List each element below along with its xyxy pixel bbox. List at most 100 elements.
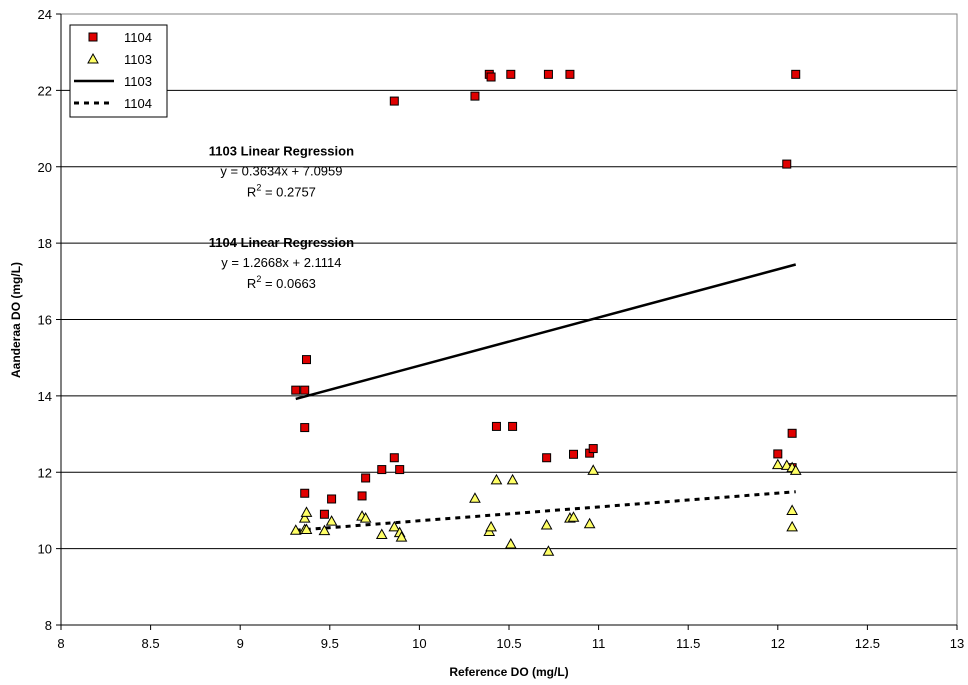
annotation-equation-1: y = 1.2668x + 2.1114 (221, 255, 341, 270)
point-triangle-1-0 (289, 524, 302, 535)
point-triangle-1-4 (300, 523, 313, 535)
annotation-r2-symbol-0: R (247, 184, 256, 199)
y-tick-label-3: 14 (38, 389, 52, 404)
legend-label-3: 1104 (124, 96, 152, 111)
point-square-0-25 (773, 449, 783, 459)
point-triangle-1-3 (300, 506, 313, 517)
point-square-0-20 (543, 69, 553, 79)
annotation-r2-value-0: = 0.2757 (261, 184, 316, 199)
regression-annotations: 1103 Linear Regression y = 0.3634x + 7.09… (209, 143, 354, 291)
data-points (289, 69, 802, 556)
point-square-0-18 (508, 421, 518, 431)
point-triangle-1-18 (506, 473, 519, 485)
point-square-0-22 (569, 449, 579, 459)
x-tick-label-3: 9.5 (321, 636, 339, 651)
point-square-0-6 (327, 494, 337, 504)
annotation-title-0: 1103 Linear Regression (209, 143, 354, 158)
point-triangle-1-15 (485, 520, 497, 532)
point-square-0-1 (300, 385, 310, 395)
annotation-r2-exponent-0: 2 (256, 182, 261, 192)
point-triangle-1-29 (786, 520, 798, 532)
legend-label-2: 1103 (124, 74, 152, 89)
point-triangle-1-28 (786, 504, 798, 515)
x-tick-label-1: 8.5 (142, 636, 160, 651)
x-axis-title: Reference DO (mg/L) (449, 665, 568, 679)
y-tick-label-1: 10 (38, 542, 52, 557)
point-square-0-19 (542, 453, 552, 463)
point-triangle-1-22 (567, 511, 580, 522)
legend-label-1: 1103 (124, 52, 152, 67)
x-tick-label-6: 11 (592, 636, 606, 651)
point-triangle-1-20 (542, 545, 555, 556)
x-tick-label-8: 12 (771, 636, 785, 651)
point-square-0-5 (319, 509, 329, 519)
x-tick-label-4: 10 (412, 636, 426, 651)
point-triangle-1-5 (318, 524, 331, 536)
point-triangle-1-8 (359, 512, 372, 523)
annotation-r2-exponent-1: 2 (256, 274, 261, 284)
y-tick-label-8: 24 (38, 7, 52, 22)
point-triangle-1-6 (325, 515, 338, 526)
y-tick-label-0: 8 (45, 618, 52, 633)
point-square-0-4 (300, 488, 310, 498)
point-triangle-1-30 (789, 464, 802, 475)
point-square-0-7 (357, 491, 367, 501)
point-square-0-16 (491, 421, 501, 431)
point-square-0-8 (361, 473, 371, 483)
annotation-r2-value-1: = 0.0663 (261, 276, 316, 291)
y-tick-label-4: 16 (38, 313, 52, 328)
x-tick-label-5: 10.5 (496, 636, 521, 651)
point-triangle-1-23 (583, 517, 596, 529)
point-square-0-10 (389, 453, 399, 463)
annotation-r2-0: R2 = 0.2757 (247, 182, 316, 199)
point-square-0-27 (787, 428, 797, 438)
point-square-0-29 (791, 69, 801, 79)
y-tick-label-7: 22 (38, 83, 52, 98)
point-square-0-17 (506, 69, 516, 79)
x-tick-label-0: 8 (57, 636, 64, 651)
point-triangle-1-12 (395, 531, 408, 542)
point-square-0-3 (300, 423, 310, 433)
legend: 1104 1103 1103 1104 (69, 24, 168, 118)
gridlines (61, 13, 957, 550)
legend-symbol-0 (88, 32, 98, 42)
point-triangle-1-19 (540, 518, 553, 530)
point-square-0-9 (377, 465, 387, 475)
regression-lines (295, 263, 797, 532)
point-square-0-21 (565, 69, 575, 79)
point-square-0-11 (395, 465, 405, 475)
annotation-r2-symbol-1: R (247, 276, 256, 291)
point-triangle-1-13 (469, 492, 481, 503)
y-tick-label-5: 18 (38, 236, 52, 251)
point-square-0-13 (470, 91, 480, 101)
x-tick-label-10: 13 (950, 636, 964, 651)
point-triangle-1-2 (298, 512, 311, 523)
point-triangle-1-10 (388, 520, 401, 532)
point-square-0-2 (302, 355, 312, 365)
point-square-0-24 (588, 444, 598, 454)
point-square-0-0 (291, 385, 301, 395)
point-triangle-1-25 (771, 458, 784, 470)
x-tick-label-2: 9 (237, 636, 244, 651)
annotation-equation-0: y = 0.3634x + 7.0959 (220, 163, 342, 178)
point-triangle-1-17 (504, 538, 517, 549)
point-triangle-1-16 (490, 473, 503, 485)
legend-symbol-1 (87, 52, 99, 64)
y-axis-ticks: 8 10 12 14 16 18 20 22 24 (38, 7, 61, 633)
x-axis-ticks: 8 8.5 9 9.5 10 10.5 11 11.5 12 12.5 13 (57, 625, 964, 651)
point-square-0-15 (486, 72, 496, 82)
point-square-0-26 (782, 159, 792, 169)
x-tick-label-7: 11.5 (676, 636, 700, 651)
regression-line-3 (295, 490, 796, 532)
point-square-0-12 (389, 96, 399, 106)
x-tick-label-9: 12.5 (855, 636, 880, 651)
y-tick-label-2: 12 (38, 465, 52, 480)
annotation-title-1: 1104 Linear Regression (209, 235, 354, 250)
y-tick-label-6: 20 (38, 160, 52, 175)
point-triangle-1-24 (587, 464, 600, 475)
point-triangle-1-9 (375, 528, 388, 539)
annotation-r2-1: R2 = 0.0663 (247, 274, 316, 291)
y-axis-title: Aanderaa DO (mg/L) (9, 262, 23, 378)
regression-line-2 (295, 263, 797, 401)
